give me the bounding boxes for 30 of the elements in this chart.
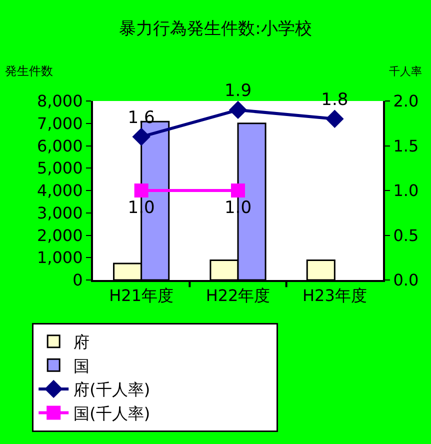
x-tick-label: H22年度 — [206, 286, 270, 306]
y-tick-label: 6,000 — [36, 136, 83, 156]
x-tick-label: H21年度 — [109, 286, 174, 306]
y2-tick-label: 1.0 — [393, 181, 419, 200]
x-tick-label: H23年度 — [302, 286, 367, 306]
y-tick-label: 2,000 — [36, 226, 83, 245]
legend-label: 府 — [74, 332, 90, 352]
point — [231, 184, 245, 198]
y-tick-label: 1,000 — [36, 248, 83, 268]
y2-tick-label: 2.0 — [393, 92, 419, 111]
chart-title: 暴力行為発生件数:小学校 — [119, 19, 312, 40]
point — [326, 110, 344, 128]
y2-axis-title: 千人率 — [389, 65, 422, 78]
y-tick-label: 3,000 — [36, 203, 83, 222]
legend-label: 国 — [74, 356, 90, 376]
y-tick-label: 4,000 — [36, 181, 83, 200]
y-tick-label: 8,000 — [36, 92, 83, 111]
point — [228, 100, 248, 120]
y-tick-label: 5,000 — [36, 158, 83, 178]
y2-tick-label: 0.5 — [393, 226, 419, 245]
y2-tick-label: 1.5 — [393, 136, 419, 156]
y-axis-title: 発生件数 — [5, 64, 53, 78]
y-tick-label: 7,000 — [36, 114, 83, 133]
point — [134, 184, 148, 198]
data-label: 1.9 — [224, 80, 252, 101]
y2-tick-label: 0.0 — [393, 270, 419, 290]
legend-label: 府(千人率) — [74, 380, 150, 400]
point — [132, 128, 150, 146]
y-tick-label: 0 — [72, 270, 83, 290]
legend-label: 国(千人率) — [74, 404, 150, 423]
